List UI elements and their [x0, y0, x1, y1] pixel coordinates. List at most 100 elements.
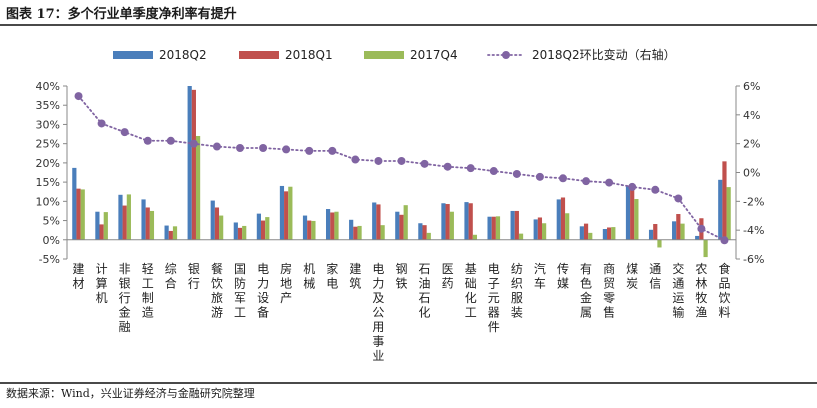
bar-2017Q4 — [703, 239, 708, 258]
ring-change-point — [97, 119, 106, 128]
bar-2017Q4 — [403, 205, 408, 240]
ring-change-point — [466, 164, 475, 173]
bar-2017Q4 — [611, 227, 616, 240]
bar-2017Q4 — [334, 211, 339, 240]
category-label: 机械 — [303, 262, 315, 291]
bar-2017Q4 — [495, 216, 501, 240]
legend-swatch — [239, 51, 279, 59]
category-label: 商贸零售 — [603, 261, 615, 320]
bar-2018Q1 — [307, 220, 312, 240]
category-label: 计算机 — [96, 262, 108, 305]
left-tick-label: 20% — [36, 157, 60, 170]
bar-2018Q2 — [718, 179, 723, 240]
category-label: 家电 — [326, 261, 338, 291]
bar-2017Q4 — [518, 233, 524, 240]
bar-2018Q2 — [556, 199, 561, 240]
bar-2018Q1 — [168, 230, 173, 240]
ring-change-point — [305, 146, 314, 155]
bar-2018Q1 — [583, 223, 589, 240]
right-tick-label: 2% — [743, 138, 760, 151]
bar-2018Q1 — [491, 216, 496, 240]
legend-swatch — [113, 51, 153, 59]
ring-change-point — [259, 143, 268, 152]
bar-2018Q2 — [164, 225, 169, 240]
bar-2018Q1 — [353, 226, 358, 240]
category-label: 非银行金融 — [119, 262, 131, 334]
category-label: 国防军工 — [234, 262, 246, 320]
bar-2018Q2 — [187, 86, 192, 240]
bar-2017Q4 — [472, 234, 478, 240]
category-label: 农林牧渔 — [695, 262, 707, 320]
bar-2018Q2 — [672, 221, 677, 240]
bar-2017Q4 — [126, 194, 131, 240]
left-tick-label: 10% — [36, 195, 60, 208]
bar-2017Q4 — [426, 232, 431, 240]
left-axis: -5% 0% 5% 10% 15% 20% 25% 30% 35% 40% — [36, 80, 67, 266]
category-label: 电力及公用事业 — [372, 262, 384, 363]
category-label: 综合 — [165, 262, 177, 291]
ring-change-point — [212, 142, 221, 151]
left-tick-label: 25% — [36, 138, 60, 151]
bar-2018Q2 — [372, 202, 377, 240]
right-tick-label: -6% — [743, 253, 764, 266]
ring-change-point — [397, 156, 406, 165]
bar-2018Q2 — [141, 199, 146, 240]
legend-label: 2018Q1 — [285, 48, 333, 62]
bar-2017Q4 — [449, 211, 454, 240]
legend-label: 2018Q2 — [159, 48, 207, 62]
ring-change-point — [605, 178, 614, 187]
right-axis: -6% -4% -2% 0% 2% 4% 6% — [736, 80, 764, 266]
ring-change-point — [374, 156, 383, 165]
chart: 2018Q2 2018Q1 2017Q4 2018Q2环比变动（右轴） -5% 0% 5%… — [36, 47, 765, 363]
bar-2018Q2 — [302, 215, 308, 240]
right-tick-label: 4% — [743, 109, 760, 122]
category-label: 通信 — [649, 262, 661, 291]
category-label: 有色金属 — [580, 262, 592, 320]
left-tick-label: 40% — [36, 80, 60, 93]
bar-2017Q4 — [657, 239, 662, 248]
bar-2017Q4 — [80, 189, 85, 240]
bar-2017Q4 — [195, 135, 201, 240]
bar-2018Q1 — [99, 224, 104, 240]
ring-change-point — [443, 162, 452, 171]
ring-change-line — [74, 92, 729, 245]
bar-2018Q1 — [468, 203, 473, 240]
bar-2018Q1 — [560, 197, 566, 240]
bar-2017Q4 — [172, 226, 178, 240]
category-label: 餐饮旅游 — [211, 261, 223, 320]
right-tick-label: 6% — [743, 80, 760, 93]
category-label: 钢铁 — [395, 262, 407, 291]
category-label: 建筑 — [349, 262, 361, 291]
category-label: 房地产 — [280, 261, 292, 305]
ring-change-point — [189, 139, 198, 148]
ring-change-point — [512, 169, 521, 178]
left-tick-label: 35% — [36, 99, 60, 112]
bar-2017Q4 — [565, 213, 570, 240]
bar-2018Q1 — [76, 188, 81, 240]
bar-2018Q2 — [418, 223, 423, 240]
bar-2018Q2 — [325, 209, 331, 240]
bar-2018Q2 — [349, 219, 354, 240]
bar-2018Q1 — [722, 161, 727, 240]
axes — [66, 86, 737, 259]
bottom-rule — [0, 382, 817, 384]
bar-2018Q2 — [95, 211, 100, 240]
ring-change-point — [651, 185, 660, 194]
left-tick-label: 30% — [36, 118, 60, 131]
ring-change-point — [282, 145, 291, 154]
bar-2017Q4 — [542, 223, 547, 240]
bar-2018Q2 — [695, 235, 700, 240]
ring-change-point — [674, 194, 683, 203]
bar-2017Q4 — [726, 187, 731, 240]
bar-2018Q2 — [233, 222, 238, 240]
legend: 2018Q2 2018Q1 2017Q4 2018Q2环比变动（右轴） — [113, 47, 676, 62]
legend-swatch — [364, 51, 404, 59]
right-tick-label: -4% — [743, 224, 764, 237]
ring-change-point — [74, 92, 83, 101]
bar-2018Q2 — [279, 185, 285, 240]
bar-2018Q2 — [118, 194, 123, 240]
bar-2018Q1 — [376, 204, 381, 240]
bar-2018Q2 — [395, 211, 400, 240]
left-tick-label: 5% — [43, 215, 60, 228]
bar-2017Q4 — [103, 212, 108, 240]
